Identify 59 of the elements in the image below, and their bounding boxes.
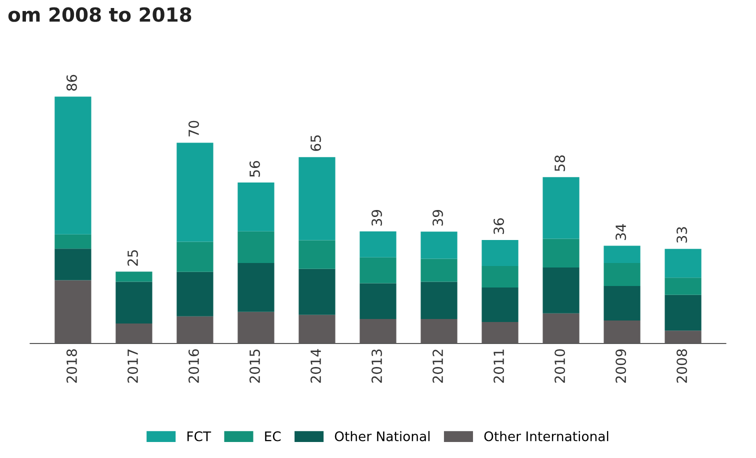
x-tick-label: 2009 xyxy=(616,349,626,383)
bar xyxy=(176,142,214,242)
x-tick-label: 2017 xyxy=(127,350,138,383)
annotation: 33 xyxy=(676,227,688,243)
annotation: 39 xyxy=(372,210,382,226)
annotation: 70 xyxy=(188,120,199,136)
legend-label: FCT xyxy=(187,431,212,442)
legend-label: Other International xyxy=(484,431,608,442)
bar xyxy=(542,267,580,314)
x-tick-label: 2013 xyxy=(372,349,382,383)
bar xyxy=(298,240,336,269)
bar xyxy=(664,278,702,295)
annotation: 25 xyxy=(127,250,138,266)
bar xyxy=(420,282,458,320)
annotation: 86 xyxy=(66,74,77,91)
bar xyxy=(116,282,152,324)
bar xyxy=(298,268,336,315)
bar xyxy=(664,248,702,278)
bar xyxy=(298,157,336,240)
bar xyxy=(604,246,640,264)
bar xyxy=(176,242,214,272)
bar xyxy=(238,231,274,264)
x-tick-label: 2014 xyxy=(310,349,322,383)
x-tick-label: 2012 xyxy=(432,350,444,383)
bar xyxy=(542,177,580,239)
bar xyxy=(238,263,274,312)
x-tick-label: 2015 xyxy=(250,350,260,383)
bar xyxy=(176,272,214,316)
x-tick-label: 2008 xyxy=(676,349,688,383)
bar xyxy=(54,234,92,249)
bar xyxy=(542,238,580,268)
annotation: 65 xyxy=(310,135,322,151)
bar xyxy=(238,182,274,232)
x-tick-label: 2016 xyxy=(188,349,199,383)
bar xyxy=(420,232,458,259)
bar xyxy=(604,286,640,321)
bar xyxy=(360,283,396,320)
bar xyxy=(54,96,92,234)
bar xyxy=(360,257,396,284)
chart-title: om 2008 to 2018 xyxy=(8,7,192,22)
bar xyxy=(116,272,152,282)
annotation: 56 xyxy=(250,161,260,177)
bar xyxy=(482,240,518,266)
bar xyxy=(482,287,518,322)
bar xyxy=(360,231,396,258)
x-tick-label: 2010 xyxy=(554,349,566,383)
annotation: 58 xyxy=(554,155,566,172)
bar xyxy=(420,258,458,282)
annotation: 34 xyxy=(616,224,626,240)
bar xyxy=(664,294,702,331)
legend-label: EC xyxy=(265,431,281,442)
x-tick-label: 2011 xyxy=(494,350,504,383)
bar xyxy=(54,248,92,280)
legend-label: Other National xyxy=(334,431,430,442)
bar xyxy=(604,263,640,286)
annotation: 39 xyxy=(432,210,444,226)
annotation: 36 xyxy=(494,218,504,234)
x-tick-label: 2018 xyxy=(66,349,77,383)
bar xyxy=(482,266,518,288)
